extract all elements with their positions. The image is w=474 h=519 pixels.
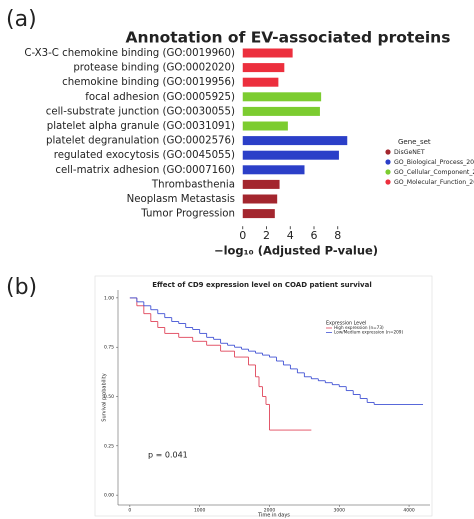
chart-title: Effect of CD9 expression level on COAD p… <box>152 281 371 289</box>
y-tick-label: 0.00 <box>104 493 114 499</box>
category-label: platelet degranulation (GO:0002576) <box>46 136 235 147</box>
legend-label: GO_Cellular_Component_2021 <box>394 169 474 176</box>
bar <box>242 106 320 116</box>
y-tick-label: 0.25 <box>104 443 114 449</box>
x-tick-label: 2000 <box>264 508 276 514</box>
x-tick-label: 4 <box>287 229 294 242</box>
legend-label: GO_Biological_Process_2021 <box>394 159 474 166</box>
bar <box>242 136 348 146</box>
bar <box>242 165 305 175</box>
legend-label: GO_Molecular_Function_2021 <box>394 179 474 186</box>
bar <box>242 77 279 87</box>
bar <box>242 48 293 58</box>
category-label: focal adhesion (GO:0005925) <box>85 92 235 103</box>
x-tick-label: 2 <box>263 229 270 242</box>
x-axis-label: Time in days <box>257 513 290 519</box>
legend-label: Low/Medium expression (n=209) <box>334 330 403 335</box>
y-axis-label: Survival probability <box>102 373 108 421</box>
bar <box>242 121 288 131</box>
bar <box>242 209 275 219</box>
category-label: regulated exocytosis (GO:0045055) <box>54 150 235 161</box>
legend-swatch <box>385 179 391 185</box>
y-tick-label: 0.50 <box>104 394 114 400</box>
category-label: Neoplasm Metastasis <box>127 194 235 205</box>
y-tick-label: 1.00 <box>104 295 114 301</box>
panel-frame <box>94 275 433 517</box>
category-label: Thrombasthenia <box>151 179 235 190</box>
category-label: Tumor Progression <box>140 209 235 220</box>
legend-title: Expression Level <box>326 321 366 327</box>
legend-swatch <box>385 149 391 155</box>
category-label: protease binding (GO:0002020) <box>73 63 235 74</box>
x-tick-label: 6 <box>311 229 318 242</box>
x-tick-label: 4000 <box>403 508 415 514</box>
bar <box>242 150 339 160</box>
x-tick-label: 8 <box>334 229 341 242</box>
chart-title: Annotation of EV-associated proteins <box>126 29 451 47</box>
legend-title: Gene_set <box>398 138 431 146</box>
panel-label: (a) <box>6 7 37 32</box>
bar <box>242 63 285 73</box>
legend-label: High expression (n=73) <box>334 325 384 330</box>
category-label: platelet alpha granule (GO:0031091) <box>47 121 235 132</box>
x-tick-label: 1000 <box>194 508 206 514</box>
category-label: C-X3-C chemokine binding (GO:0019960) <box>24 48 235 59</box>
bar <box>242 92 322 102</box>
x-axis-label: −log₁₀ (Adjusted P-value) <box>214 244 378 258</box>
legend-label: DisGeNET <box>394 149 425 156</box>
legend-swatch <box>385 159 391 165</box>
bar <box>242 179 280 189</box>
annotation: p = 0.041 <box>148 451 188 460</box>
panel-label: (b) <box>6 275 37 300</box>
legend-swatch <box>385 169 391 175</box>
category-label: cell-substrate junction (GO:0030055) <box>46 106 235 117</box>
bar <box>242 194 278 204</box>
x-tick-label: 0 <box>128 508 131 514</box>
category-label: cell-matrix adhesion (GO:0007160) <box>55 165 235 176</box>
x-tick-label: 3000 <box>334 508 346 514</box>
x-tick-label: 0 <box>239 229 246 242</box>
category-label: chemokine binding (GO:0019956) <box>62 77 235 88</box>
y-tick-label: 0.75 <box>104 345 114 351</box>
